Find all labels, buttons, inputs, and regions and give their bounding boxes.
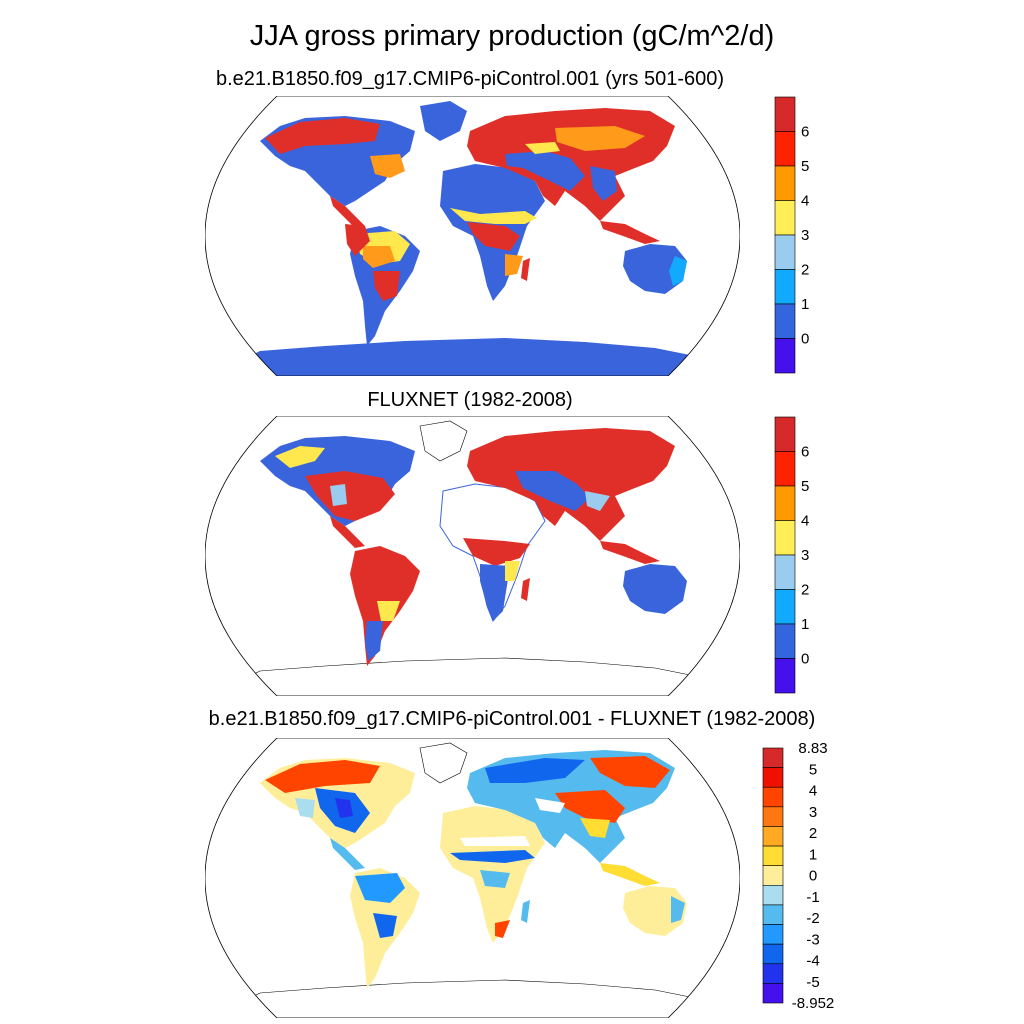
region-greenland [420, 101, 467, 141]
colorbar-difference: 8.83 5 4 3 2 1 0 -1 -2 -3 -4 -5 -8.952 [762, 740, 835, 1008]
colorbar-swatch [762, 943, 784, 965]
colorbar-tick-label: -5 [806, 974, 819, 991]
colorbar-swatch [762, 924, 784, 945]
colorbar-tick-label: 1 [809, 846, 817, 863]
colorbar-model: 6 5 4 3 2 1 0 [774, 96, 809, 374]
colorbar-swatch [774, 338, 796, 374]
colorbar-tick-label: 1 [801, 616, 809, 633]
colorbar-tick-label: 6 [801, 444, 809, 461]
map-fluxnet-gpp [205, 416, 740, 696]
map-outline [205, 416, 740, 696]
colorbar-swatch [762, 845, 784, 866]
map-gpp-difference [205, 738, 740, 1018]
colorbar-swatch [774, 234, 796, 270]
colorbar-tick-label: 4 [801, 193, 809, 210]
colorbar-tick-label: -3 [806, 931, 819, 948]
colorbar-tick-label: -2 [806, 910, 819, 927]
colorbar-tick-label: 3 [809, 804, 817, 821]
colorbar-swatch [762, 865, 784, 886]
colorbar-tick-label: 6 [801, 124, 809, 141]
colorbar-tick-label: 0 [801, 651, 809, 668]
colorbar-swatch [774, 658, 796, 694]
colorbar-tick-label: 1 [801, 296, 809, 313]
colorbar-tick-label: 3 [801, 227, 809, 244]
colorbar-tick-label: 5 [801, 478, 809, 495]
colorbar-tick-label: -8.952 [792, 995, 835, 1008]
colorbar-swatch [774, 554, 796, 590]
colorbar-swatch [774, 485, 796, 521]
colorbar-fluxnet: 6 5 4 3 2 1 0 [774, 416, 809, 694]
colorbar-swatch [774, 303, 796, 339]
colorbar-swatch [774, 451, 796, 487]
map-outline [205, 738, 740, 1018]
colorbar-swatch [762, 767, 784, 788]
colorbar-tick-label: 2 [801, 582, 809, 599]
map-model-gpp [205, 96, 740, 376]
colorbar-tick-label: 2 [809, 825, 817, 842]
colorbar-swatch [774, 165, 796, 201]
colorbar-swatch [762, 747, 784, 768]
colorbar-swatch [774, 520, 796, 556]
colorbar-tick-label: 0 [809, 868, 817, 885]
colorbar-tick-label: 4 [809, 783, 817, 800]
colorbar-swatch [774, 131, 796, 167]
colorbar-swatch [762, 983, 784, 1004]
panel-title-model: b.e21.B1850.f09_g17.CMIP6-piControl.001 … [215, 68, 725, 90]
colorbar-tick-label: -1 [806, 889, 819, 906]
colorbar-tick-label: 8.83 [798, 740, 827, 757]
colorbar-swatch [774, 589, 796, 625]
colorbar-swatch [762, 885, 784, 906]
colorbar-tick-label: 3 [801, 547, 809, 564]
colorbar-swatch [774, 416, 796, 452]
colorbar-swatch [762, 904, 784, 925]
colorbar-tick-label: 5 [809, 761, 817, 778]
figure-title: JJA gross primary production (gC/m^2/d) [249, 20, 775, 52]
colorbar-tick-label: 0 [801, 331, 809, 348]
colorbar-swatch [762, 826, 784, 847]
colorbar-tick-label: 5 [801, 158, 809, 175]
region-antarctica [230, 338, 715, 376]
colorbar-swatch [774, 96, 796, 132]
colorbar-swatch [774, 200, 796, 236]
panel-title-difference: b.e21.B1850.f09_g17.CMIP6-piControl.001 … [208, 708, 816, 730]
map-outline [205, 96, 740, 376]
panel-title-fluxnet: FLUXNET (1982-2008) [367, 389, 573, 411]
colorbar-tick-label: 4 [801, 513, 809, 530]
colorbar-swatch [774, 269, 796, 305]
colorbar-swatch [762, 963, 784, 984]
colorbar-swatch [762, 806, 784, 827]
colorbar-tick-label: 2 [801, 262, 809, 279]
colorbar-tick-label: -4 [806, 953, 819, 970]
region-maritime-se-asia [600, 221, 660, 244]
colorbar-swatch [762, 786, 784, 808]
colorbar-swatch [774, 623, 796, 659]
